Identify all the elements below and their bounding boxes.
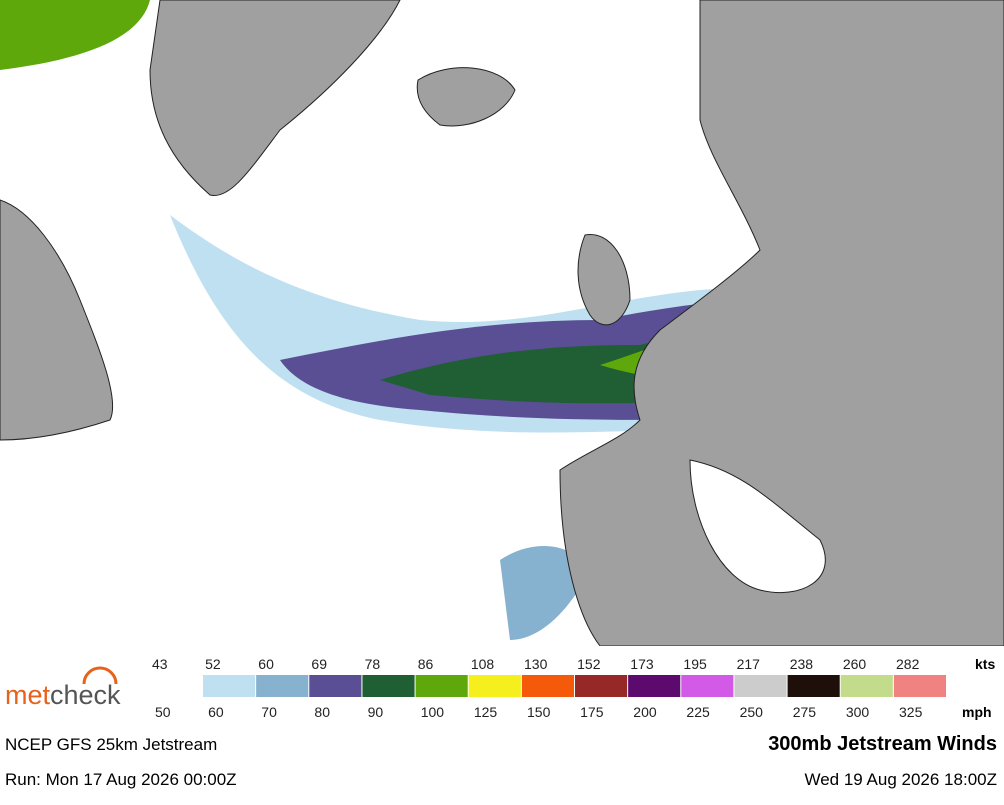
kts-label: 152 [577, 656, 601, 672]
kts-label: 86 [418, 656, 434, 672]
color-swatch [840, 675, 893, 697]
color-swatch [309, 675, 362, 697]
greenland [149, 0, 401, 197]
mph-label: 50 [155, 704, 171, 720]
kts-unit: kts [975, 656, 995, 672]
run-label: Run: Mon 17 Aug 2026 00:00Z [5, 770, 237, 789]
mph-label: 200 [633, 704, 657, 720]
mph-label: 325 [899, 704, 923, 720]
logo-check: check [50, 680, 121, 710]
logo-sun [82, 666, 118, 685]
color-swatch [575, 675, 628, 697]
kts-label: 260 [843, 656, 867, 672]
kts-label: 108 [471, 656, 495, 672]
color-swatch [893, 675, 946, 697]
mph-unit: mph [962, 704, 992, 720]
canada [0, 199, 114, 441]
mph-label: 60 [208, 704, 224, 720]
band-africa [500, 546, 590, 640]
color-swatch [628, 675, 681, 697]
mph-label: 90 [368, 704, 384, 720]
land [0, 0, 1004, 647]
color-swatch [468, 675, 521, 697]
logo-met: met [5, 680, 51, 710]
kts-label: 217 [737, 656, 761, 672]
color-swatch [203, 675, 256, 697]
kts-label: 282 [896, 656, 920, 672]
kts-label: 60 [258, 656, 274, 672]
map [0, 0, 1004, 647]
color-swatch [734, 675, 787, 697]
mph-label: 80 [314, 704, 330, 720]
legend: 43 52 60 69 78 86 108 130 152 173 195 217 238 260 282 5… [152, 656, 946, 720]
mph-label: 175 [580, 704, 604, 720]
kts-label: 78 [365, 656, 381, 672]
model-label: NCEP GFS 25km Jetstream [5, 735, 217, 754]
iceland [416, 67, 516, 127]
color-swatch [256, 675, 309, 697]
valid-label: Wed 19 Aug 2026 18:00Z [804, 770, 997, 789]
europe-africa [559, 0, 1004, 647]
britain [577, 233, 631, 326]
mph-label: 70 [261, 704, 277, 720]
kts-label: 130 [524, 656, 548, 672]
atlantic-south [0, 580, 520, 646]
color-swatch [415, 675, 468, 697]
mph-label: 125 [474, 704, 498, 720]
logo: metcheck [5, 680, 121, 710]
map-title: 300mb Jetstream Winds [768, 733, 997, 755]
band-nw [0, 0, 150, 70]
mph-label: 225 [686, 704, 710, 720]
kts-label: 238 [790, 656, 814, 672]
kts-label: 69 [311, 656, 327, 672]
color-swatch [362, 675, 415, 697]
mph-label: 275 [793, 704, 817, 720]
color-swatch [681, 675, 734, 697]
color-swatch [521, 675, 574, 697]
kts-label: 195 [683, 656, 707, 672]
color-swatch [787, 675, 840, 697]
mph-label: 150 [527, 704, 551, 720]
mph-label: 300 [846, 704, 870, 720]
mph-label: 250 [740, 704, 764, 720]
mph-label: 100 [421, 704, 445, 720]
mediterranean [689, 459, 826, 594]
kts-label: 52 [205, 656, 221, 672]
kts-label: 173 [630, 656, 654, 672]
kts-label: 43 [152, 656, 168, 672]
legend-panel [0, 646, 1004, 800]
